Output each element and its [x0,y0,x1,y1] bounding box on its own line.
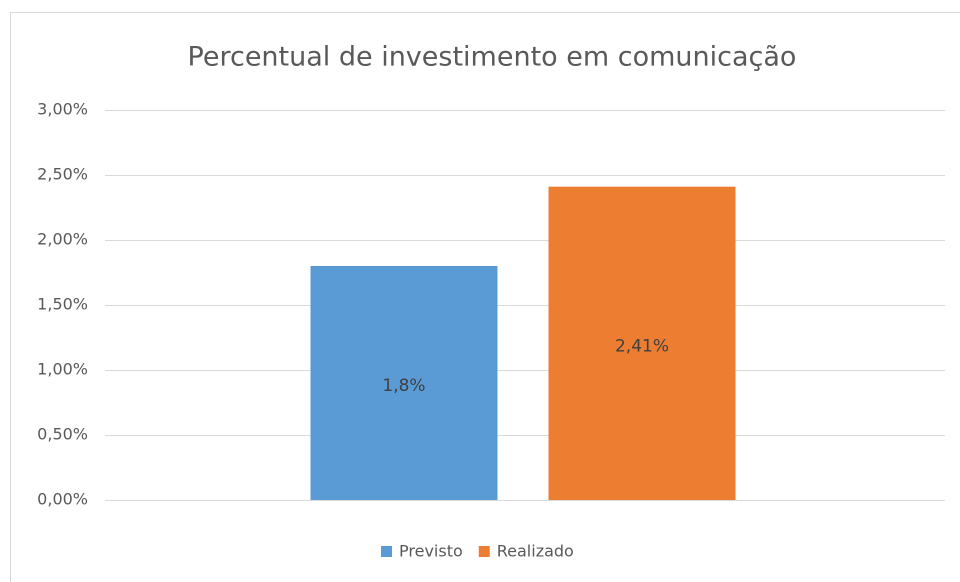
data-label: 1,8% [382,376,425,396]
y-tick-label: 3,00% [37,100,88,119]
data-label: 2,41% [615,336,669,356]
legend-label: Previsto [399,542,463,561]
y-tick-label: 0,50% [37,425,88,444]
bar [310,266,498,500]
bar [548,186,736,500]
chart-title: Percentual de investimento em comunicaçã… [188,42,797,73]
legend-swatch [478,546,490,557]
legend-swatch [381,546,392,557]
y-tick-label: 1,00% [37,360,88,379]
y-tick-label: 1,50% [37,295,88,314]
y-tick-label: 2,50% [37,165,88,184]
y-tick-label: 0,00% [37,490,88,509]
legend-label: Realizado [497,542,574,561]
y-tick-label: 2,00% [37,230,88,249]
